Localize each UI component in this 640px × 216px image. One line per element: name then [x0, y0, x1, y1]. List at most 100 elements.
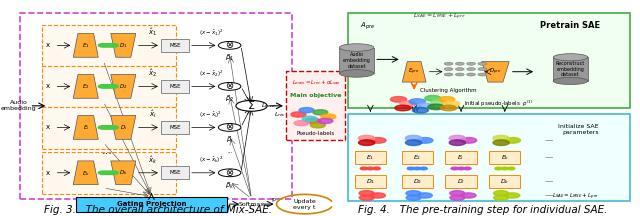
Text: $A_{pre}$: $A_{pre}$ — [360, 20, 375, 32]
Circle shape — [450, 195, 465, 200]
Circle shape — [99, 126, 108, 129]
Polygon shape — [111, 116, 136, 139]
Circle shape — [425, 95, 441, 101]
FancyBboxPatch shape — [445, 175, 477, 188]
FancyBboxPatch shape — [554, 57, 588, 81]
FancyBboxPatch shape — [402, 175, 433, 188]
Circle shape — [310, 123, 325, 128]
Circle shape — [406, 195, 421, 200]
Text: $\beta_k$: $\beta_k$ — [225, 181, 234, 191]
Circle shape — [108, 126, 118, 129]
Circle shape — [305, 118, 321, 124]
Text: $\hat{x}_i$: $\hat{x}_i$ — [149, 109, 157, 120]
Text: $(x-\hat{x}_2)^2$: $(x-\hat{x}_2)^2$ — [198, 68, 223, 79]
Text: Pretrain SAE: Pretrain SAE — [540, 21, 600, 30]
Circle shape — [358, 140, 375, 145]
Text: Initialize SAE
parameters: Initialize SAE parameters — [558, 124, 598, 135]
Circle shape — [478, 73, 486, 76]
Text: $E_i$: $E_i$ — [458, 153, 465, 162]
Circle shape — [463, 167, 471, 170]
Text: x: x — [46, 83, 51, 89]
Text: —: — — [545, 191, 553, 200]
Text: $E_{pre}$: $E_{pre}$ — [408, 67, 420, 78]
Polygon shape — [111, 75, 136, 98]
Circle shape — [417, 138, 433, 143]
Circle shape — [467, 73, 476, 76]
FancyBboxPatch shape — [348, 13, 630, 108]
Polygon shape — [73, 75, 99, 98]
Circle shape — [218, 41, 241, 49]
Polygon shape — [111, 33, 136, 57]
Circle shape — [417, 193, 432, 198]
Circle shape — [371, 193, 385, 198]
Circle shape — [440, 105, 457, 111]
Text: $E_k$: $E_k$ — [82, 169, 90, 178]
FancyBboxPatch shape — [489, 175, 520, 188]
Circle shape — [444, 68, 453, 71]
Circle shape — [409, 99, 426, 104]
Text: $L_{SAE} = L_{MSE} + L_{pre}$: $L_{SAE} = L_{MSE} + L_{pre}$ — [552, 191, 598, 202]
Text: Reconstruct
embedding
dataset: Reconstruct embedding dataset — [556, 61, 585, 77]
Text: $E_2$: $E_2$ — [82, 82, 90, 91]
Circle shape — [461, 193, 476, 198]
Circle shape — [460, 138, 477, 143]
Circle shape — [428, 104, 444, 110]
Text: $\beta_1$: $\beta_1$ — [225, 53, 234, 64]
Circle shape — [456, 73, 464, 76]
Circle shape — [359, 191, 374, 196]
Circle shape — [99, 171, 108, 175]
Circle shape — [358, 135, 374, 141]
Text: $L_{main} = L_{rec} + αL_{sae}$: $L_{main} = L_{rec} + αL_{sae}$ — [292, 78, 340, 87]
Circle shape — [407, 167, 415, 170]
Text: ⊗: ⊗ — [225, 122, 234, 132]
Polygon shape — [73, 116, 99, 139]
Circle shape — [450, 191, 465, 196]
Circle shape — [360, 167, 368, 170]
Text: $L_{mse}$: $L_{mse}$ — [261, 101, 275, 110]
FancyBboxPatch shape — [161, 121, 189, 134]
Circle shape — [103, 44, 113, 47]
Text: x: x — [46, 170, 51, 176]
Text: MSE: MSE — [170, 170, 181, 175]
Circle shape — [318, 118, 333, 124]
Polygon shape — [482, 62, 509, 82]
Text: Audio
embedding
dataset: Audio embedding dataset — [342, 52, 371, 69]
Circle shape — [444, 73, 453, 76]
Text: $D_i$: $D_i$ — [120, 123, 127, 132]
Circle shape — [444, 62, 453, 65]
Polygon shape — [403, 62, 426, 82]
Circle shape — [103, 85, 113, 88]
FancyBboxPatch shape — [489, 151, 520, 164]
FancyBboxPatch shape — [339, 48, 374, 73]
Text: $D_k$: $D_k$ — [500, 177, 509, 186]
Text: Pseudo-labels: Pseudo-labels — [297, 131, 335, 137]
Circle shape — [108, 44, 118, 47]
Text: ⊗: ⊗ — [225, 168, 234, 178]
Circle shape — [413, 167, 421, 170]
Circle shape — [302, 116, 317, 121]
FancyBboxPatch shape — [42, 25, 177, 67]
Text: ...: ... — [102, 146, 113, 156]
Text: $D_i$: $D_i$ — [457, 177, 465, 186]
Circle shape — [373, 167, 380, 170]
Text: —: — — [545, 177, 553, 186]
Text: $E_i$: $E_i$ — [83, 123, 89, 132]
FancyBboxPatch shape — [161, 39, 189, 52]
Circle shape — [108, 171, 118, 175]
Text: ⊗: ⊗ — [225, 81, 234, 91]
Circle shape — [367, 167, 374, 170]
Text: $D_{pre}$: $D_{pre}$ — [489, 67, 502, 77]
FancyBboxPatch shape — [42, 107, 177, 149]
Ellipse shape — [339, 44, 374, 51]
Circle shape — [299, 108, 314, 113]
Circle shape — [291, 112, 306, 117]
FancyBboxPatch shape — [161, 166, 189, 179]
Polygon shape — [73, 161, 99, 185]
Text: Fig. 3.   The overall architecture of Mix-SAE.: Fig. 3. The overall architecture of Mix-… — [44, 205, 272, 214]
Text: x: x — [46, 124, 51, 130]
FancyBboxPatch shape — [161, 80, 189, 93]
Circle shape — [321, 114, 336, 119]
Text: ⊗: ⊗ — [225, 40, 234, 50]
Circle shape — [218, 169, 241, 177]
Circle shape — [417, 103, 433, 109]
